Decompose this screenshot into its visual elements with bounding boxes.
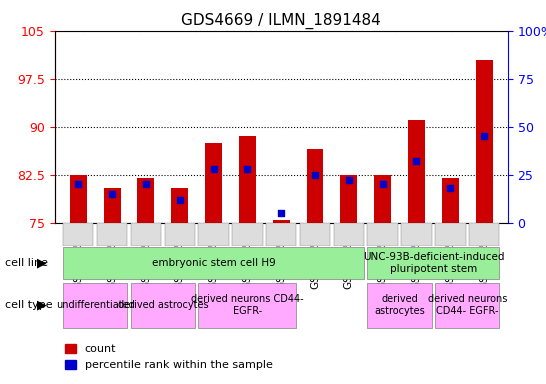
Point: [345, 177, 353, 184]
Bar: [306, 149, 323, 223]
Point: [209, 166, 218, 172]
FancyBboxPatch shape: [435, 283, 500, 328]
Point: [311, 172, 319, 178]
Bar: [476, 60, 492, 223]
Point: [412, 158, 421, 164]
Point: [108, 191, 116, 197]
Point: [378, 181, 387, 187]
Bar: [205, 143, 222, 223]
FancyBboxPatch shape: [198, 223, 229, 246]
Bar: [171, 187, 188, 223]
Bar: [273, 220, 289, 223]
Text: undifferentiated: undifferentiated: [56, 300, 134, 310]
Point: [446, 185, 455, 191]
Bar: [70, 175, 87, 223]
FancyBboxPatch shape: [435, 223, 466, 246]
FancyBboxPatch shape: [401, 223, 432, 246]
Text: UNC-93B-deficient-induced
pluripotent stem: UNC-93B-deficient-induced pluripotent st…: [363, 252, 504, 274]
FancyBboxPatch shape: [63, 248, 364, 279]
Text: derived neurons
CD44- EGFR-: derived neurons CD44- EGFR-: [428, 295, 507, 316]
FancyBboxPatch shape: [164, 223, 195, 246]
Point: [243, 166, 252, 172]
Point: [74, 181, 82, 187]
Legend: count, percentile rank within the sample: count, percentile rank within the sample: [60, 340, 277, 375]
Point: [480, 133, 489, 139]
FancyBboxPatch shape: [130, 223, 161, 246]
Text: cell type: cell type: [5, 300, 53, 310]
Text: ▶: ▶: [37, 257, 46, 270]
Bar: [340, 175, 357, 223]
Bar: [374, 175, 391, 223]
Point: [175, 197, 184, 203]
FancyBboxPatch shape: [198, 283, 296, 328]
Text: ▶: ▶: [37, 299, 46, 312]
FancyBboxPatch shape: [232, 223, 263, 246]
Bar: [239, 136, 256, 223]
Title: GDS4669 / ILMN_1891484: GDS4669 / ILMN_1891484: [181, 13, 381, 29]
Point: [141, 181, 150, 187]
Text: derived
astrocytes: derived astrocytes: [374, 295, 425, 316]
Bar: [104, 187, 121, 223]
FancyBboxPatch shape: [63, 283, 127, 328]
Text: embryonic stem cell H9: embryonic stem cell H9: [152, 258, 275, 268]
FancyBboxPatch shape: [367, 223, 398, 246]
FancyBboxPatch shape: [469, 223, 500, 246]
Text: derived neurons CD44-
EGFR-: derived neurons CD44- EGFR-: [191, 295, 304, 316]
Point: [277, 210, 286, 216]
FancyBboxPatch shape: [334, 223, 364, 246]
Bar: [138, 178, 155, 223]
Bar: [442, 178, 459, 223]
FancyBboxPatch shape: [130, 283, 195, 328]
FancyBboxPatch shape: [266, 223, 296, 246]
Text: cell line: cell line: [5, 258, 49, 268]
FancyBboxPatch shape: [300, 223, 330, 246]
FancyBboxPatch shape: [367, 248, 500, 279]
Bar: [408, 120, 425, 223]
FancyBboxPatch shape: [367, 283, 432, 328]
FancyBboxPatch shape: [63, 223, 93, 246]
FancyBboxPatch shape: [97, 223, 127, 246]
Text: derived astrocytes: derived astrocytes: [117, 300, 208, 310]
